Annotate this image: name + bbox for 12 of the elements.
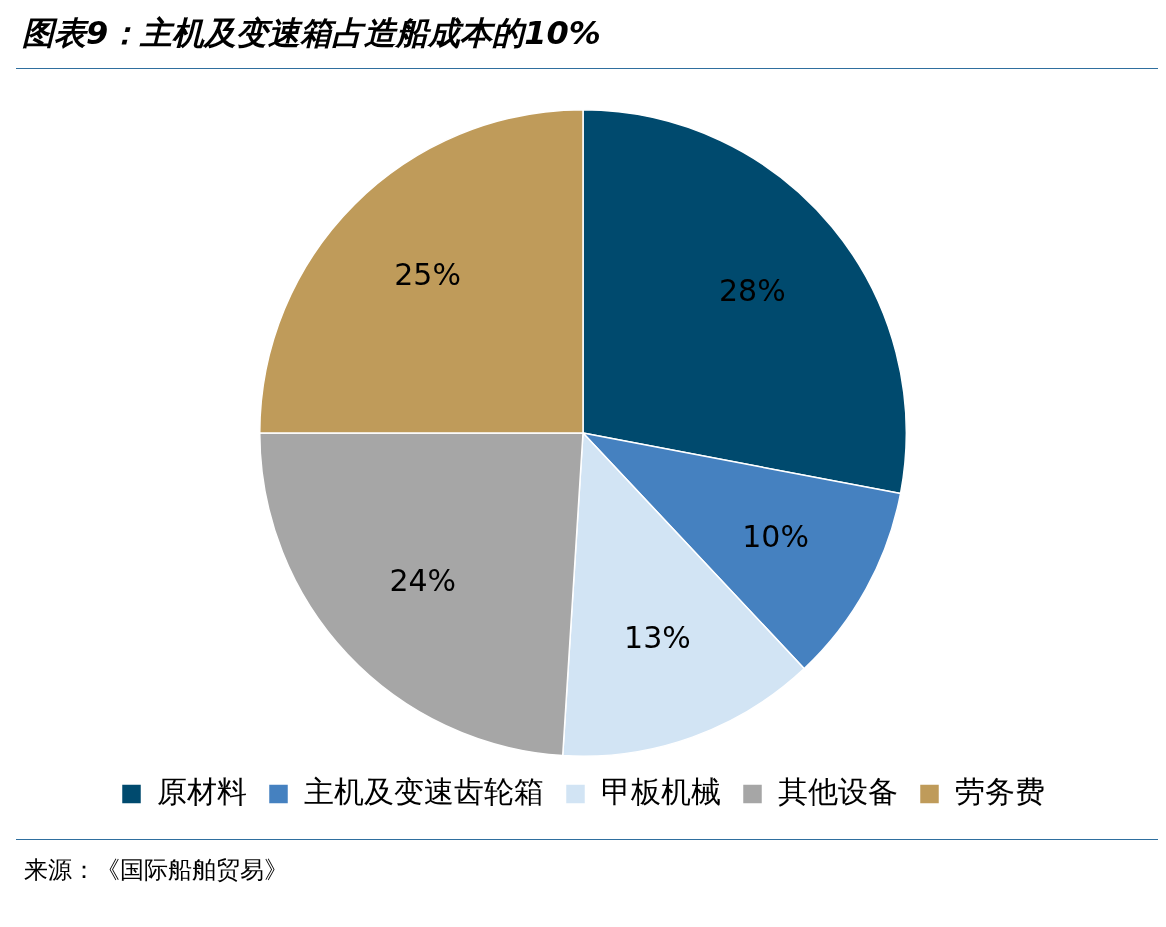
legend-label: 甲板机械 xyxy=(600,773,721,809)
source-note: 来源：《国际船舶贸易》 xyxy=(23,855,289,886)
legend-label: 其他设备 xyxy=(777,773,898,809)
legend-label: 劳务费 xyxy=(954,773,1045,809)
data-label: 25% xyxy=(394,257,461,293)
legend-label: 原材料 xyxy=(156,773,247,809)
data-label: 24% xyxy=(389,563,457,599)
data-label: 10% xyxy=(742,518,809,554)
data-label: 28% xyxy=(719,272,786,308)
legend-label: 主机及变速齿轮箱 xyxy=(303,773,544,809)
chart-title: 图表9：主机及变速箱占造船成本的10% xyxy=(21,13,602,54)
data-label: 13% xyxy=(624,619,691,655)
